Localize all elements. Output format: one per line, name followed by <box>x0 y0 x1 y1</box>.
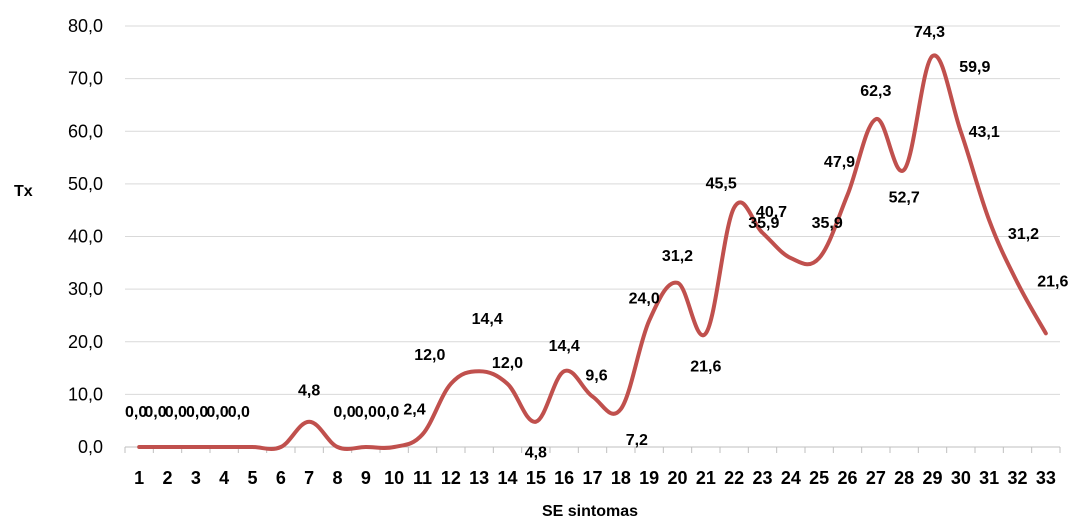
x-tick-label: 31 <box>979 468 999 488</box>
data-label: 40,7 <box>756 204 787 221</box>
y-axis-ticks: 0,0 10,0 20,0 30,0 40,0 50,0 60,0 70,0 80,0 <box>68 16 103 457</box>
x-tick-label: 33 <box>1036 468 1056 488</box>
x-tick-label: 11 <box>413 468 432 488</box>
data-label: 24,0 <box>629 291 660 308</box>
x-tick-label: 30 <box>951 468 971 488</box>
data-label: 43,1 <box>969 124 1000 141</box>
x-tick-label: 23 <box>752 468 772 488</box>
x-tick-label: 17 <box>582 468 602 488</box>
x-tick-label: 27 <box>866 468 886 488</box>
data-label: 62,3 <box>860 83 891 100</box>
x-tick-label: 24 <box>781 468 801 488</box>
x-axis-ticks: 1 2 3 4 5 6 7 8 9 10 11 12 13 14 15 16 17 18 19 20 21 22 23 24 2… <box>134 468 1056 488</box>
data-label: 12,0 <box>414 347 445 364</box>
x-tick-label: 28 <box>894 468 914 488</box>
data-label: 0,0 <box>186 404 208 421</box>
x-tick-label: 9 <box>361 468 371 488</box>
x-tick-label: 4 <box>219 468 229 488</box>
data-label: 9,6 <box>585 367 607 384</box>
data-label: 45,5 <box>706 176 737 193</box>
data-label: 14,4 <box>472 311 503 328</box>
data-label: 4,8 <box>298 383 320 400</box>
x-tick-label: 5 <box>247 468 257 488</box>
data-label: 21,6 <box>1037 273 1068 290</box>
data-label: 2,4 <box>403 401 425 418</box>
data-labels: 0,00,00,0 0,00,0 0,04,80,0 0,0 0,0 2,412,014,… <box>125 24 1068 462</box>
y-tick-label: 80,0 <box>68 16 103 36</box>
x-tick-label: 25 <box>809 468 829 488</box>
data-label: 14,4 <box>549 338 580 355</box>
y-tick-label: 20,0 <box>68 332 103 352</box>
x-tick-label: 8 <box>332 468 342 488</box>
y-tick-label: 0,0 <box>78 437 103 457</box>
x-tick-label: 29 <box>922 468 942 488</box>
y-tick-label: 40,0 <box>68 227 103 247</box>
data-label: 4,8 <box>525 445 547 462</box>
y-tick-label: 50,0 <box>68 174 103 194</box>
series-line <box>137 53 1048 451</box>
data-label: 21,6 <box>690 358 721 375</box>
x-tick-label: 15 <box>526 468 546 488</box>
data-label: 74,3 <box>914 24 945 41</box>
y-axis-title: Tx <box>14 183 33 200</box>
x-tick-label: 1 <box>134 468 144 488</box>
data-label: 0,0 <box>165 404 187 421</box>
data-label: 0,0 <box>228 404 250 421</box>
x-tick-label: 12 <box>441 468 461 488</box>
x-tick-label: 10 <box>384 468 404 488</box>
y-tick-label: 30,0 <box>68 279 103 299</box>
x-tick-label: 13 <box>469 468 489 488</box>
data-label: 35,9 <box>748 215 779 232</box>
data-label: 0,0 <box>377 404 399 421</box>
x-tick-label: 16 <box>554 468 574 488</box>
x-tick-label: 21 <box>696 468 716 488</box>
data-label: 0,0 <box>125 404 147 421</box>
data-label: 0,0 <box>355 404 377 421</box>
x-tick-label: 19 <box>639 468 659 488</box>
data-label: 35,9 <box>812 215 843 232</box>
data-label: 59,9 <box>959 59 990 76</box>
gridlines <box>125 25 1060 395</box>
x-tick-label: 6 <box>276 468 286 488</box>
data-label: 7,2 <box>626 432 648 449</box>
y-tick-label: 70,0 <box>68 69 103 89</box>
data-label: 0,0 <box>206 404 228 421</box>
data-label: 52,7 <box>889 190 920 207</box>
data-label: 0,0 <box>144 404 166 421</box>
data-label: 31,2 <box>1008 226 1039 243</box>
x-tick-label: 7 <box>304 468 314 488</box>
data-label: 47,9 <box>824 154 855 171</box>
x-tick-label: 18 <box>611 468 631 488</box>
y-tick-label: 60,0 <box>68 121 103 141</box>
x-tick-label: 20 <box>667 468 687 488</box>
y-tick-label: 10,0 <box>68 384 103 404</box>
x-axis-title: SE sintomas <box>542 503 638 520</box>
x-tick-label: 32 <box>1007 468 1027 488</box>
x-tick-label: 14 <box>497 468 517 488</box>
data-label: 12,0 <box>492 355 523 372</box>
x-tick-label: 22 <box>724 468 744 488</box>
x-tick-label: 26 <box>837 468 857 488</box>
x-tick-label: 2 <box>162 468 172 488</box>
x-tick-label: 3 <box>191 468 201 488</box>
data-label: 31,2 <box>662 248 693 265</box>
data-label: 0,0 <box>333 404 355 421</box>
